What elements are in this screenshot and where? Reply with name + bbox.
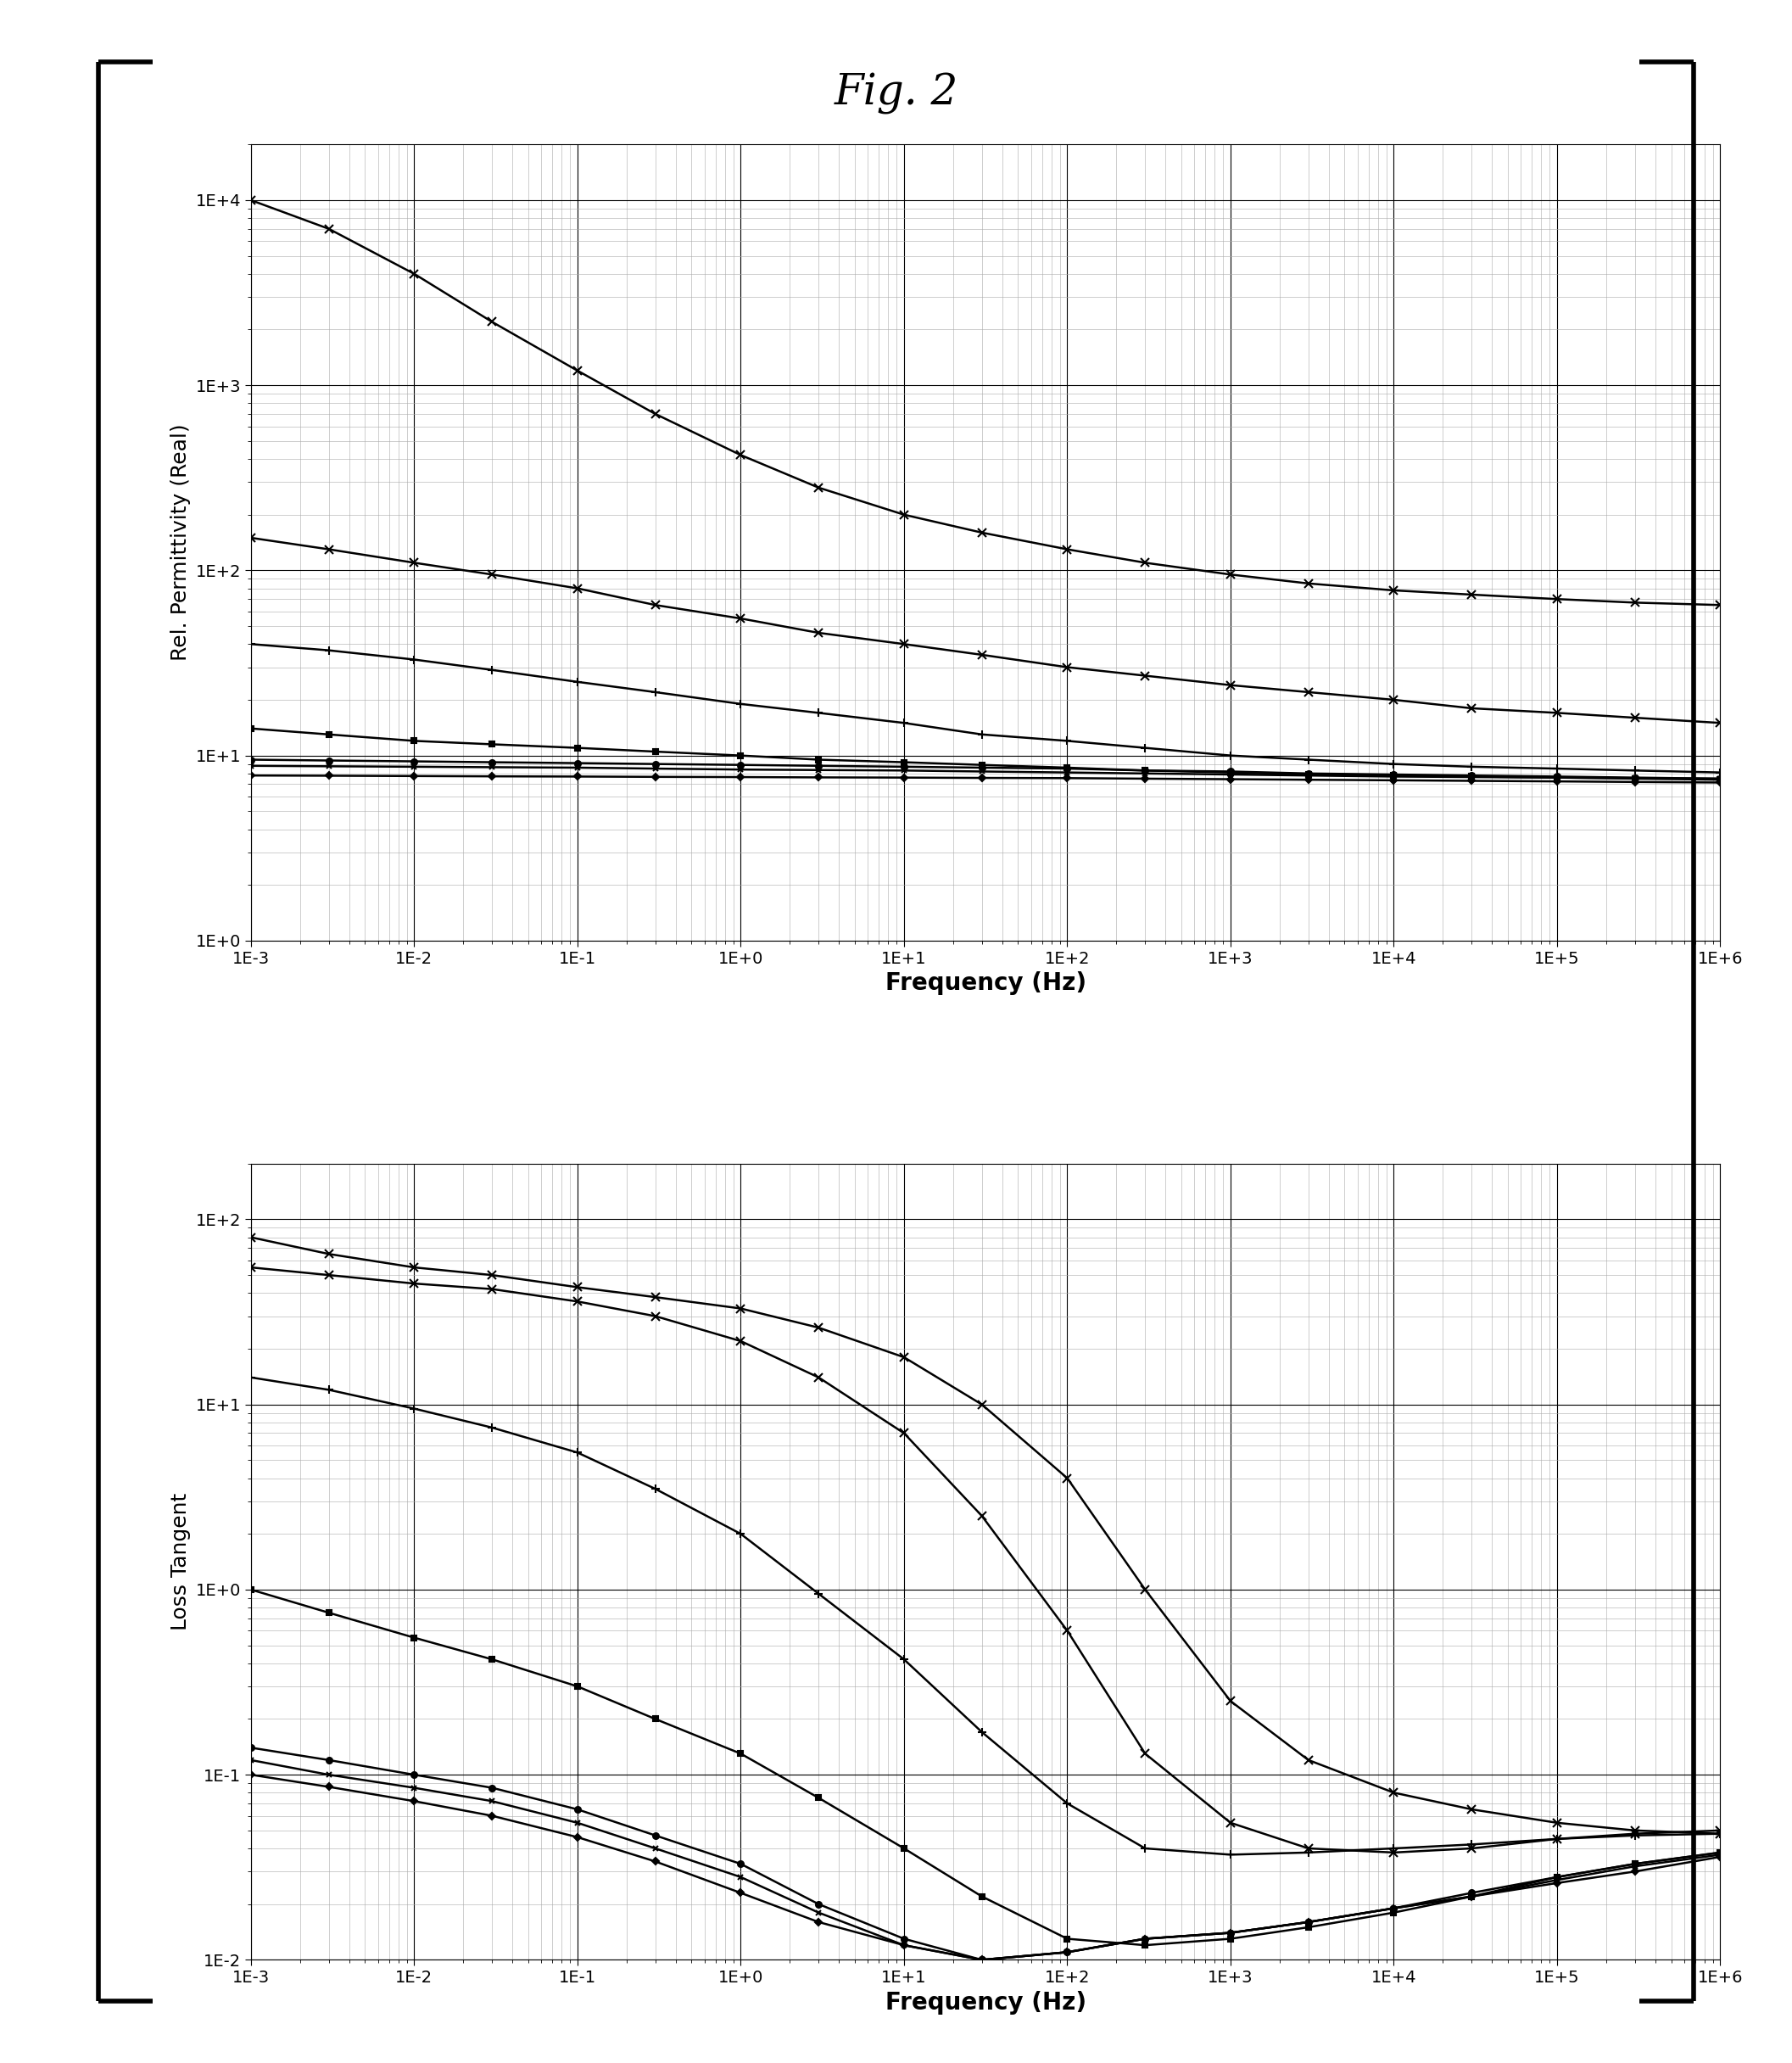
X-axis label: Frequency (Hz): Frequency (Hz) <box>885 1991 1086 2013</box>
Y-axis label: Loss Tangent: Loss Tangent <box>170 1494 190 1630</box>
Text: Fig. 2: Fig. 2 <box>833 72 959 113</box>
X-axis label: Frequency (Hz): Frequency (Hz) <box>885 972 1086 994</box>
Y-axis label: Rel. Permittivity (Real): Rel. Permittivity (Real) <box>170 423 190 660</box>
